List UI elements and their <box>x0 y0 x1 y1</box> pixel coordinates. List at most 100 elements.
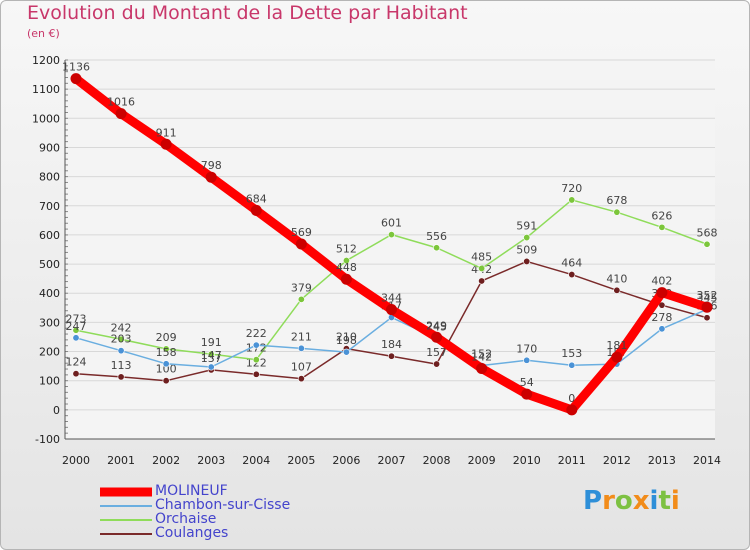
x-tick-label: 2001 <box>107 454 135 467</box>
legend-label-coulanges: Coulanges <box>155 525 229 541</box>
data-point <box>340 273 352 285</box>
data-label: 247 <box>66 320 87 333</box>
data-label: 678 <box>606 194 627 207</box>
data-point <box>72 326 80 334</box>
data-label: 485 <box>471 250 492 263</box>
data-label: 448 <box>336 261 357 274</box>
data-point <box>162 345 170 353</box>
data-label: 203 <box>111 333 132 346</box>
data-point <box>387 352 395 360</box>
x-tick-label: 2009 <box>468 454 496 467</box>
legend-label-molineuf: MOLINEUF <box>155 483 228 499</box>
data-point <box>72 370 80 378</box>
x-tick-label: 2003 <box>197 454 225 467</box>
y-tick-label: 100 <box>39 375 60 388</box>
data-label: 209 <box>156 331 177 344</box>
data-label: 107 <box>291 361 312 374</box>
data-point <box>613 208 621 216</box>
y-tick-label: 200 <box>39 346 60 359</box>
data-point <box>117 347 125 355</box>
x-tick-label: 2006 <box>332 454 360 467</box>
data-label: 170 <box>516 342 537 355</box>
data-point <box>117 373 125 381</box>
data-label: 100 <box>156 363 177 376</box>
x-tick-label: 2014 <box>693 454 721 467</box>
y-tick-label: 700 <box>39 200 60 213</box>
data-label: 222 <box>246 327 267 340</box>
data-label: 242 <box>111 321 132 334</box>
x-tick-label: 2004 <box>242 454 270 467</box>
data-point <box>70 73 82 85</box>
data-point <box>566 404 578 416</box>
data-label: 556 <box>426 230 447 243</box>
data-label: 352 <box>697 289 718 302</box>
y-tick-label: 1000 <box>32 112 60 125</box>
data-point <box>162 360 170 368</box>
proxiti-logo[interactable]: Proxiti <box>583 486 680 516</box>
data-point <box>478 264 486 272</box>
logo-letter: x <box>632 486 650 516</box>
data-label: 911 <box>156 126 177 139</box>
data-point <box>162 377 170 385</box>
data-label: 210 <box>336 331 357 344</box>
data-point <box>205 171 217 183</box>
data-label: 184 <box>381 338 402 351</box>
x-tick-label: 2008 <box>423 454 451 467</box>
plot-area <box>65 60 715 439</box>
data-point <box>342 348 350 356</box>
data-point <box>207 363 215 371</box>
data-label: 54 <box>520 376 534 389</box>
y-tick-label: 1100 <box>32 83 60 96</box>
data-point <box>658 301 666 309</box>
x-tick-label: 2000 <box>62 454 90 467</box>
data-label: 157 <box>426 346 447 359</box>
data-point <box>387 231 395 239</box>
data-label: 142 <box>471 350 492 363</box>
data-point <box>250 204 262 216</box>
logo-letter: r <box>602 486 615 516</box>
x-tick-label: 2013 <box>648 454 676 467</box>
data-point <box>568 196 576 204</box>
legend-swatch-coulanges <box>100 533 152 535</box>
data-point <box>72 334 80 342</box>
y-tick-label: 400 <box>39 287 60 300</box>
data-point <box>207 350 215 358</box>
data-point <box>433 244 441 252</box>
data-label: 147 <box>201 349 222 362</box>
logo-letter: t <box>658 486 671 516</box>
legend-swatch-molineuf <box>100 487 152 497</box>
y-tick-label: 1200 <box>32 54 60 67</box>
data-label: 191 <box>201 336 222 349</box>
data-point <box>478 277 486 285</box>
data-point <box>523 234 531 242</box>
x-tick-label: 2002 <box>152 454 180 467</box>
data-point <box>115 108 127 120</box>
legend-swatch-orchaise <box>100 519 152 521</box>
data-point <box>252 356 260 364</box>
y-tick-label: -100 <box>35 433 60 446</box>
legend-label-orchaise: Orchaise <box>155 511 217 527</box>
x-tick-label: 2012 <box>603 454 631 467</box>
data-label: 626 <box>651 209 672 222</box>
data-label: 344 <box>381 292 402 305</box>
data-point <box>658 223 666 231</box>
y-tick-label: 500 <box>39 258 60 271</box>
y-tick-label: 600 <box>39 229 60 242</box>
data-label: 591 <box>516 220 537 233</box>
data-label: 198 <box>336 334 357 347</box>
data-label: 1016 <box>107 96 135 109</box>
data-label: 181 <box>606 339 627 352</box>
data-label: 153 <box>561 347 582 360</box>
data-point <box>476 362 488 374</box>
data-point <box>523 257 531 265</box>
data-label: 158 <box>156 346 177 359</box>
data-point <box>703 240 711 248</box>
data-label: 211 <box>291 330 312 343</box>
data-label: 798 <box>201 159 222 172</box>
data-point <box>703 314 711 322</box>
data-label: 464 <box>561 257 582 270</box>
data-label: 1136 <box>62 61 90 74</box>
logo-letter: P <box>583 486 603 516</box>
x-tick-label: 2010 <box>513 454 541 467</box>
